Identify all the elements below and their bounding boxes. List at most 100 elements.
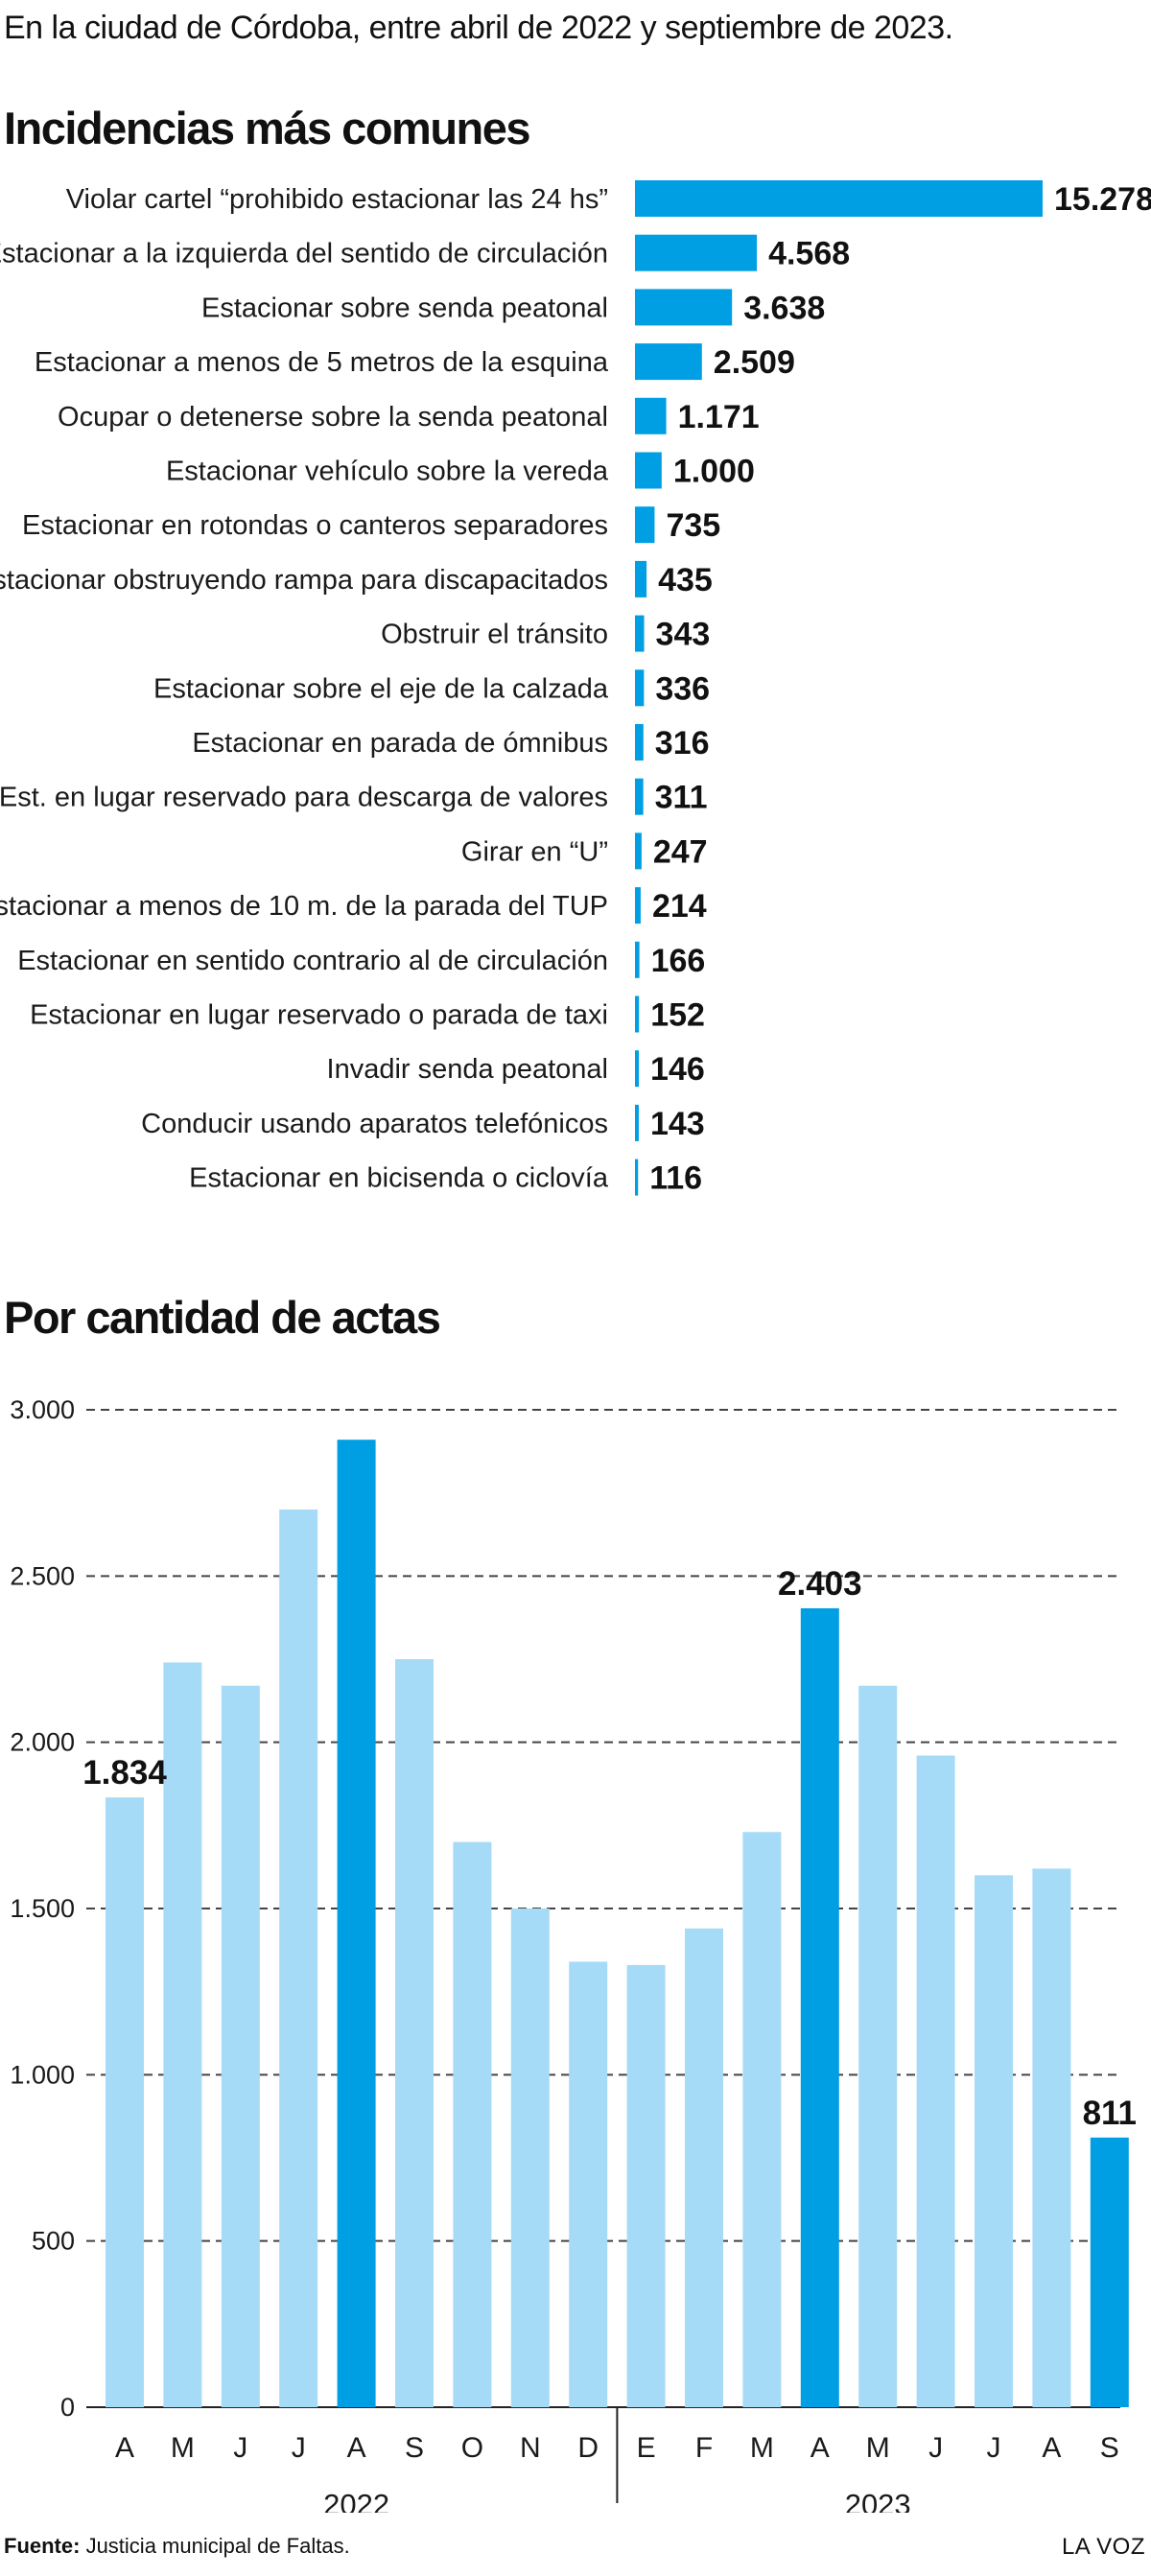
x-tick-label: O bbox=[461, 2432, 483, 2464]
bar bbox=[635, 615, 645, 652]
value-label: 435 bbox=[658, 562, 713, 598]
category-label: Estacionar a la izquierda del sentido de… bbox=[0, 239, 608, 269]
value-label: 4.568 bbox=[768, 236, 850, 272]
bar bbox=[635, 995, 640, 1033]
column-chart-title: Por cantidad de actas bbox=[4, 1292, 441, 1343]
bar bbox=[635, 832, 642, 870]
bar bbox=[635, 234, 758, 271]
column-bar bbox=[975, 1875, 1013, 2407]
x-tick-label: M bbox=[171, 2432, 195, 2464]
x-tick-label: M bbox=[750, 2432, 774, 2464]
category-label: Estacionar obstruyendo rampa para discap… bbox=[0, 565, 608, 596]
x-tick-label: J bbox=[928, 2432, 943, 2464]
x-tick-label: M bbox=[866, 2432, 890, 2464]
category-label: Est. en lugar reservado para descarga de… bbox=[0, 783, 608, 813]
bar bbox=[635, 560, 647, 597]
value-label: 3.638 bbox=[743, 290, 825, 326]
category-label: Estacionar en lugar reservado o parada d… bbox=[30, 1000, 608, 1031]
category-label: Estacionar en rotondas o canteros separa… bbox=[22, 510, 608, 541]
brand-logo-text: LA VOZ bbox=[1061, 2534, 1145, 2560]
column-bar bbox=[337, 1440, 376, 2407]
value-label: 152 bbox=[650, 997, 705, 1034]
bar bbox=[635, 887, 641, 925]
value-label: 166 bbox=[651, 943, 706, 979]
bar bbox=[635, 506, 655, 544]
category-label: Ocupar o detenerse sobre la senda peaton… bbox=[58, 402, 608, 433]
bar bbox=[635, 180, 1043, 217]
bar bbox=[635, 289, 733, 326]
value-label: 311 bbox=[655, 780, 708, 816]
x-tick-label: A bbox=[347, 2432, 366, 2464]
x-tick-label: J bbox=[233, 2432, 247, 2464]
category-label: Invadir senda peatonal bbox=[327, 1054, 608, 1085]
x-tick-label: J bbox=[292, 2432, 306, 2464]
y-tick-label: 500 bbox=[32, 2227, 75, 2256]
value-label: 1.000 bbox=[673, 454, 755, 490]
source-note: Fuente: Justicia municipal de Faltas. bbox=[4, 2534, 350, 2559]
value-label: 343 bbox=[656, 617, 711, 653]
value-label: 116 bbox=[649, 1160, 702, 1197]
column-bar bbox=[569, 1961, 608, 2407]
bar bbox=[635, 1050, 640, 1088]
category-label: Estacionar sobre el eje de la calzada bbox=[153, 673, 609, 704]
column-bar bbox=[742, 1832, 782, 2407]
column-bar bbox=[1032, 1868, 1071, 2407]
value-label: 1.171 bbox=[678, 399, 760, 435]
x-tick-label: S bbox=[405, 2432, 424, 2464]
x-tick-label: A bbox=[115, 2432, 134, 2464]
value-label: 214 bbox=[652, 888, 707, 925]
bar bbox=[635, 724, 644, 761]
bar bbox=[635, 343, 702, 381]
x-tick-label: J bbox=[987, 2432, 1001, 2464]
data-label: 2.403 bbox=[778, 1565, 862, 1603]
data-label: 811 bbox=[1083, 2095, 1137, 2132]
category-label: Estacionar en bicisenda o ciclovía bbox=[189, 1163, 609, 1194]
hbar-chart-title: Incidencias más comunes bbox=[4, 103, 531, 153]
x-tick-label: A bbox=[1042, 2432, 1061, 2464]
column-bar bbox=[626, 1964, 666, 2407]
column-bar bbox=[221, 1685, 260, 2407]
bar bbox=[635, 669, 645, 707]
data-label: 1.834 bbox=[82, 1754, 167, 1791]
value-label: 247 bbox=[653, 833, 708, 870]
category-label: Estacionar vehículo sobre la vereda bbox=[166, 457, 609, 487]
value-label: 15.278 bbox=[1054, 181, 1151, 218]
column-bar bbox=[279, 1510, 318, 2407]
year-label: 2022 bbox=[323, 2488, 389, 2513]
category-label: Estacionar a menos de 5 metros de la esq… bbox=[35, 347, 609, 378]
source-label: Fuente: bbox=[4, 2534, 81, 2558]
x-tick-label: S bbox=[1100, 2432, 1119, 2464]
y-tick-label: 3.000 bbox=[10, 1395, 75, 1424]
column-bar bbox=[510, 1909, 550, 2407]
value-label: 336 bbox=[655, 670, 710, 707]
column-bar bbox=[106, 1797, 144, 2407]
bar bbox=[635, 941, 640, 978]
value-label: 735 bbox=[666, 507, 720, 544]
value-label: 146 bbox=[650, 1051, 705, 1088]
column-bar bbox=[1090, 2137, 1129, 2407]
column-bar bbox=[800, 1607, 839, 2407]
category-label: Conducir usando aparatos telefónicos bbox=[141, 1109, 608, 1139]
x-tick-label: N bbox=[520, 2432, 541, 2464]
category-label: Estacionar en sentido contrario al de ci… bbox=[17, 946, 608, 976]
category-label: Estacionar en parada de ómnibus bbox=[192, 728, 608, 759]
y-tick-label: 1.000 bbox=[10, 2060, 75, 2089]
x-tick-label: A bbox=[810, 2432, 830, 2464]
bar bbox=[635, 778, 644, 815]
actas-column-chart: 0 500 1.000 1.500 2.000 2.500 3.000 A M J J A S O N D E F… bbox=[10, 1395, 1137, 2513]
value-label: 316 bbox=[655, 725, 710, 761]
category-label: Estacionar a menos de 10 m. de la parada… bbox=[0, 891, 608, 922]
y-tick-label: 2.500 bbox=[10, 1561, 75, 1590]
year-label: 2023 bbox=[845, 2488, 911, 2513]
column-bar bbox=[395, 1659, 434, 2407]
bar bbox=[635, 1104, 639, 1141]
column-bar bbox=[685, 1928, 723, 2407]
y-tick-label: 2.000 bbox=[10, 1728, 75, 1757]
category-label: Girar en “U” bbox=[461, 836, 608, 867]
category-label: Violar cartel “prohibido estacionar las … bbox=[66, 184, 608, 215]
value-label: 143 bbox=[650, 1106, 705, 1142]
incidencias-bar-chart: Violar cartel “prohibido estacionar las … bbox=[0, 180, 1151, 1197]
y-tick-label: 1.500 bbox=[10, 1894, 75, 1923]
value-label: 2.509 bbox=[714, 344, 795, 381]
subtitle: En la ciudad de Córdoba, entre abril de … bbox=[4, 10, 953, 46]
